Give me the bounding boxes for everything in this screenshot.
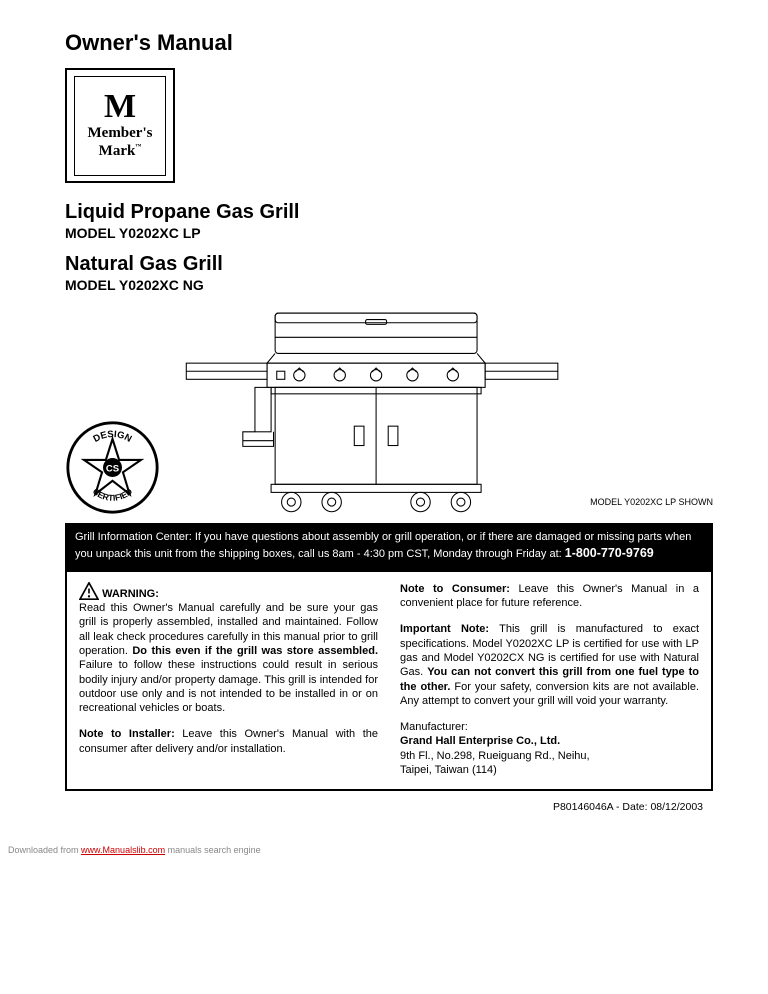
illustration-row: DESIGN CERTIFIED CS <box>65 305 713 515</box>
certification-badge-icon: DESIGN CERTIFIED CS <box>65 420 160 515</box>
notes-box: WARNING: Read this Owner's Manual carefu… <box>65 570 713 792</box>
download-footer: Downloaded from www.Manualslib.com manua… <box>0 823 768 855</box>
product-name-2: Natural Gas Grill <box>65 253 713 276</box>
warning-heading: WARNING: <box>102 588 159 600</box>
warning-icon <box>79 582 99 600</box>
important-note: Important Note: This grill is manufactur… <box>400 622 699 708</box>
svg-text:CS: CS <box>106 463 119 474</box>
product-name-1: Liquid Propane Gas Grill <box>65 201 713 224</box>
logo-mark: M <box>104 92 136 123</box>
page-title: Owner's Manual <box>65 30 713 56</box>
info-lead: Grill Information Center: <box>75 531 192 543</box>
source-link[interactable]: www.Manualslib.com <box>81 845 165 855</box>
info-phone: 1-800-770-9769 <box>565 546 654 560</box>
consumer-note: Note to Consumer: Leave this Owner's Man… <box>400 582 699 611</box>
logo-text-1: Member's <box>88 126 153 141</box>
grill-illustration <box>168 305 576 515</box>
info-center-bar: Grill Information Center: If you have qu… <box>65 523 713 570</box>
notes-col-left: WARNING: Read this Owner's Manual carefu… <box>79 582 378 778</box>
installer-note: Note to Installer: Leave this Owner's Ma… <box>79 727 378 756</box>
brand-logo-inner: M Member's Mark™ <box>74 76 166 176</box>
illustration-caption: MODEL Y0202XC LP SHOWN <box>590 497 713 507</box>
warning-paragraph: WARNING: Read this Owner's Manual carefu… <box>79 582 378 716</box>
logo-text-2: Mark™ <box>99 144 142 159</box>
manufacturer-block: Manufacturer: Grand Hall Enterprise Co.,… <box>400 720 699 777</box>
notes-col-right: Note to Consumer: Leave this Owner's Man… <box>400 582 699 778</box>
product-model-2: MODEL Y0202XC NG <box>65 277 713 293</box>
product-model-1: MODEL Y0202XC LP <box>65 225 713 241</box>
page: Owner's Manual M Member's Mark™ Liquid P… <box>0 0 768 823</box>
document-id: P80146046A - Date: 08/12/2003 <box>65 801 703 813</box>
brand-logo: M Member's Mark™ <box>65 68 175 183</box>
